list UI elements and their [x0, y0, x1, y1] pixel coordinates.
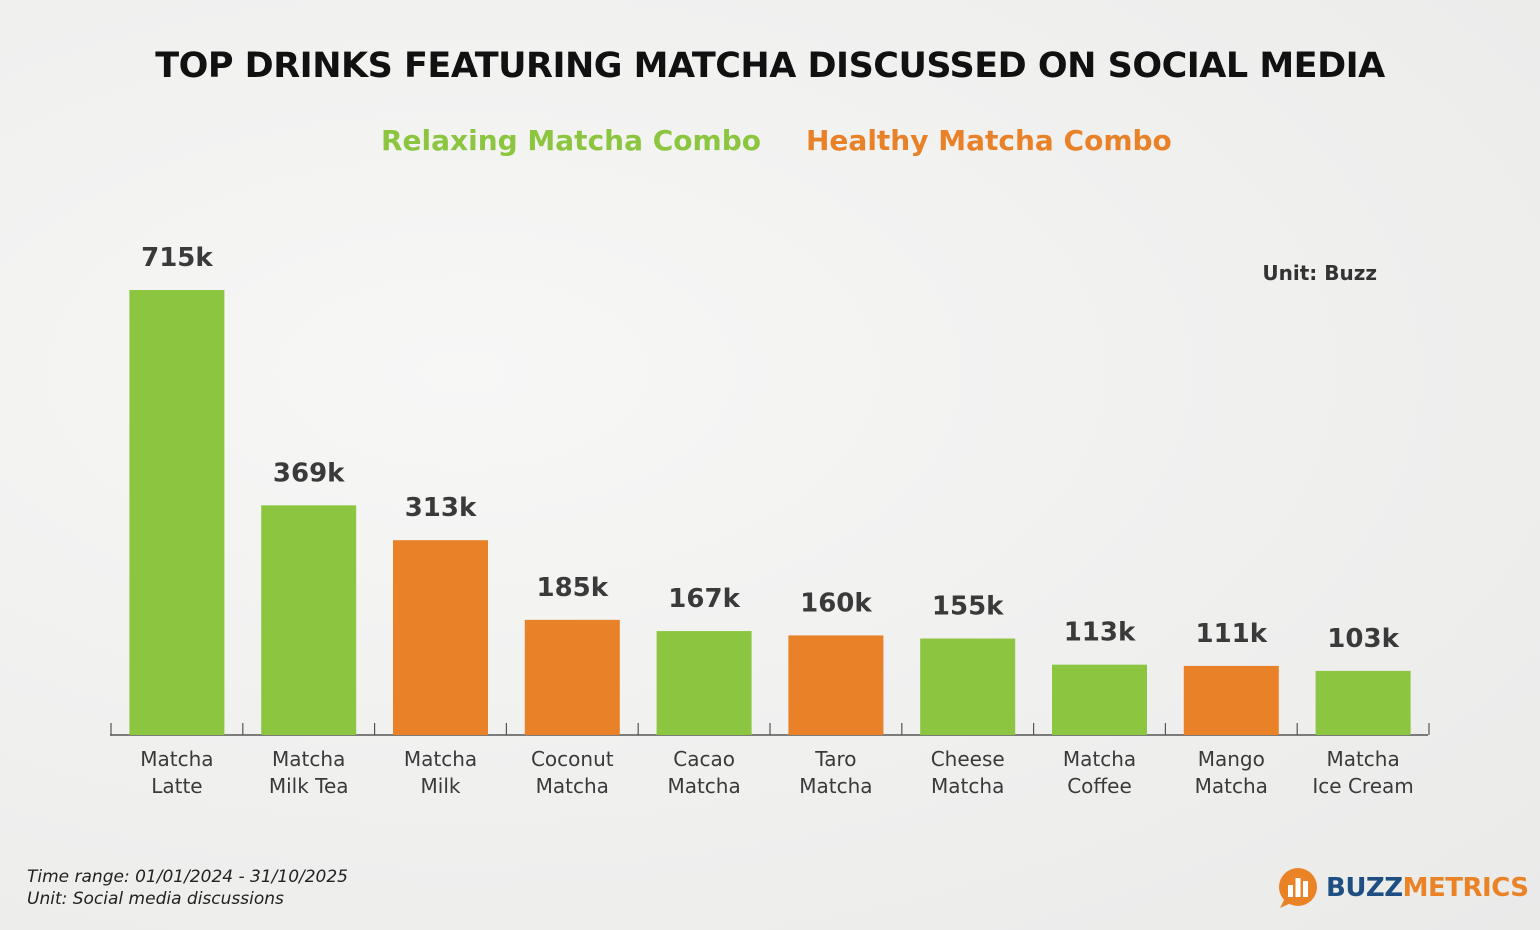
- footer-notes: Time range: 01/01/2024 - 31/10/2025 Unit…: [27, 866, 348, 910]
- bar-value-label-1: 369k: [273, 458, 345, 488]
- buzzmetrics-logo-icon: [1279, 868, 1317, 908]
- category-label-8-line-0: Mango: [1198, 747, 1265, 771]
- category-label-9-line-1: Ice Cream: [1312, 774, 1413, 798]
- category-label-7-line-1: Coffee: [1067, 774, 1132, 798]
- bar-value-label-0: 715k: [141, 243, 213, 273]
- category-label-0-line-0: Matcha: [140, 747, 213, 771]
- legend-relaxing-label: Relaxing Matcha Combo: [381, 124, 761, 157]
- legend-healthy: Healthy Matcha Combo: [806, 124, 1172, 157]
- category-label-2-line-1: Milk: [421, 774, 461, 798]
- bar-value-label-7: 113k: [1064, 618, 1136, 648]
- logo-buzz: BUZZ: [1326, 873, 1403, 903]
- bar-1: [261, 505, 357, 735]
- category-label-5-line-1: Matcha: [799, 774, 872, 798]
- legend-relaxing: Relaxing Matcha Combo: [381, 124, 761, 157]
- category-label-7-line-0: Matcha: [1063, 747, 1136, 771]
- logo-metrics: METRICS: [1402, 873, 1529, 903]
- category-label-6-line-1: Matcha: [931, 774, 1004, 798]
- bar-9: [1315, 670, 1411, 735]
- bar-3: [524, 619, 620, 735]
- category-label-3-line-1: Matcha: [536, 774, 609, 798]
- bar-value-label-5: 160k: [800, 588, 872, 618]
- bar-value-label-4: 167k: [668, 584, 740, 614]
- category-label-8-line-1: Matcha: [1195, 774, 1268, 798]
- footer-unit: Unit: Social media discussions: [27, 889, 284, 909]
- category-label-4-line-0: Cacao: [673, 747, 735, 771]
- unit-label: Unit: Buzz: [1262, 261, 1377, 285]
- bar-value-label-3: 185k: [537, 573, 609, 603]
- category-label-2-line-0: Matcha: [404, 747, 477, 771]
- bar-6: [920, 638, 1016, 735]
- category-label-3-line-0: Coconut: [531, 747, 614, 771]
- bar-value-label-9: 103k: [1327, 624, 1399, 654]
- category-label-0-line-1: Latte: [151, 774, 202, 798]
- bar-value-label-8: 111k: [1196, 619, 1268, 649]
- bar-value-label-6: 155k: [932, 592, 1004, 622]
- bar-7: [1052, 664, 1147, 735]
- legend-healthy-label: Healthy Matcha Combo: [806, 124, 1172, 157]
- category-label-9-line-0: Matcha: [1326, 747, 1399, 771]
- chart-title: TOP DRINKS FEATURING MATCHA DISCUSSED ON…: [155, 46, 1385, 86]
- category-label-5-line-0: Taro: [814, 747, 856, 771]
- buzzmetrics-logo-text: BUZZMETRICS: [1326, 873, 1529, 903]
- category-label-1-line-0: Matcha: [272, 747, 345, 771]
- bar-4: [656, 631, 752, 735]
- bar-value-label-2: 313k: [405, 493, 477, 523]
- category-label-6-line-0: Cheese: [931, 747, 1005, 771]
- footer-time-range: Time range: 01/01/2024 - 31/10/2025: [27, 867, 348, 887]
- buzzmetrics-logo: BUZZMETRICS: [1276, 866, 1529, 910]
- bar-2: [393, 540, 488, 735]
- bar-8: [1183, 665, 1279, 735]
- category-label-4-line-1: Matcha: [667, 774, 740, 798]
- bar-0: [129, 290, 225, 735]
- bar-5: [788, 635, 884, 735]
- category-label-1-line-1: Milk Tea: [269, 774, 349, 798]
